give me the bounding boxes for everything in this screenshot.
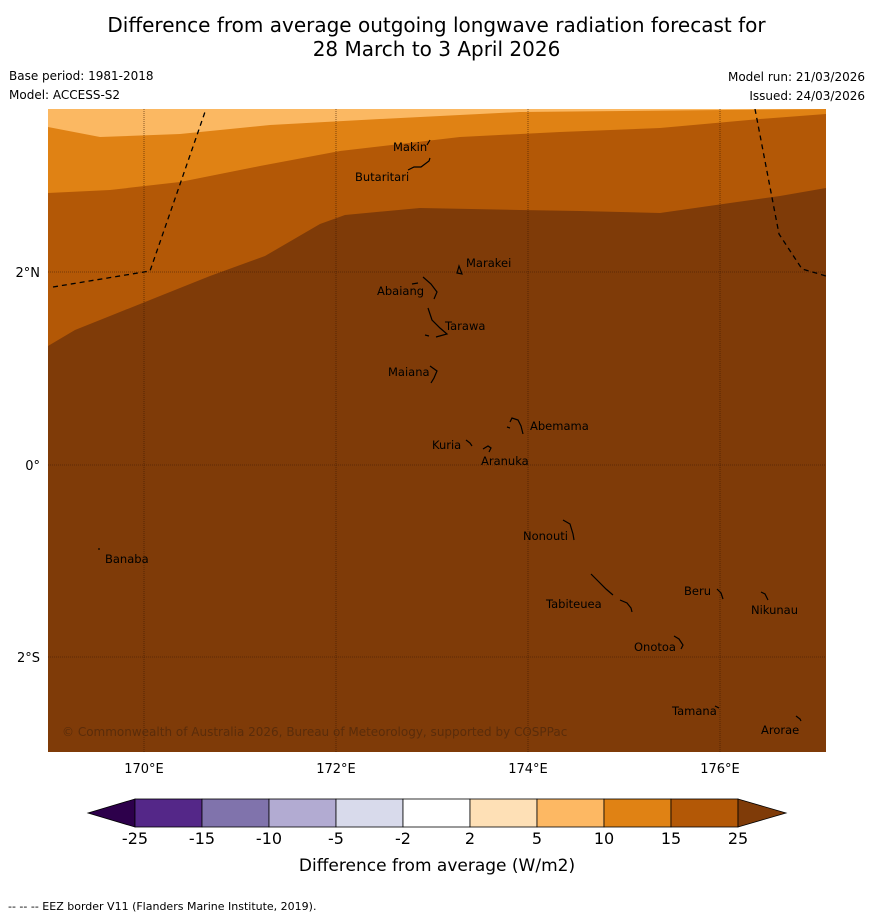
place-label-banaba: Banaba [105, 552, 149, 566]
colorbar-over-extension [737, 798, 788, 828]
lat-label-2n: 2°N [16, 266, 41, 281]
place-label-nikunau: Nikunau [751, 603, 798, 617]
map-title-line2: 28 March to 3 April 2026 [312, 37, 561, 61]
lon-label-176e: 176°E [700, 762, 740, 777]
place-label-onotoa: Onotoa [634, 640, 676, 654]
island-onotoa [673, 635, 684, 650]
island-arorae [795, 715, 802, 722]
issued-date: Issued: 24/03/2026 [749, 89, 865, 103]
colorbar-segment [402, 798, 471, 828]
island-tarawa [424, 307, 449, 338]
colorbar-segment [268, 798, 337, 828]
model-run-date: Model run: 21/03/2026 [727, 70, 865, 84]
base-period: Base period: 1981-2018 [9, 69, 154, 83]
colorbar-segment [335, 798, 404, 828]
colorbar-tick-label: 15 [661, 829, 681, 848]
place-label-abaiang: Abaiang [377, 284, 424, 298]
lon-label-172e: 172°E [316, 762, 356, 777]
place-label-abemama: Abemama [530, 419, 589, 433]
eez-border [52, 109, 826, 288]
lat-label-0: 0° [25, 459, 40, 474]
island-kuria [465, 439, 473, 447]
colorbar-tick-label: 2 [465, 829, 475, 848]
copyright-notice: © Commonwealth of Australia 2026, Bureau… [62, 725, 567, 739]
colorbar-tick-label: -25 [122, 829, 148, 848]
island-nonouti [562, 519, 575, 541]
place-label-tabiteuea: Tabiteuea [545, 597, 602, 611]
colorbar-tick-label: -5 [328, 829, 344, 848]
place-label-maiana: Maiana [388, 365, 430, 379]
colorbar-label: Difference from average (W/m2) [299, 856, 575, 876]
place-label-tarawa: Tarawa [444, 319, 485, 333]
place-label-aranuka: Aranuka [481, 454, 529, 468]
map-panel: Makin Butaritari Marakei Abaiang Tarawa … [48, 109, 826, 752]
island-nikunau [760, 591, 769, 601]
place-label-tamana: Tamana [671, 704, 717, 718]
place-label-makin: Makin [393, 140, 427, 154]
eez-legend-note: -- -- -- EEZ border V11 (Flanders Marine… [8, 900, 317, 913]
island-abaiang [411, 276, 438, 300]
place-label-nonouti: Nonouti [523, 529, 568, 543]
island-makin [426, 139, 431, 146]
place-label-beru: Beru [684, 584, 711, 598]
colorbar-tick-label: 10 [594, 829, 614, 848]
model-name: Model: ACCESS-S2 [9, 88, 121, 102]
island-outlines [98, 139, 802, 722]
island-beru [716, 588, 724, 600]
place-label-marakei: Marakei [466, 256, 511, 270]
map-title-line1: Difference from average outgoing longwav… [107, 13, 766, 37]
colorbar-tick-label: -2 [395, 829, 411, 848]
colorbar-segment [469, 798, 538, 828]
colorbar-segment [201, 798, 270, 828]
island-marakei [456, 264, 463, 275]
colorbar-segment [536, 798, 605, 828]
colorbar-tick-label: -15 [189, 829, 215, 848]
colorbar-tick-label: 5 [532, 829, 542, 848]
place-label-butaritari: Butaritari [355, 170, 409, 184]
graticule [48, 109, 826, 752]
colorbar-under-extension [86, 798, 136, 828]
colorbar-tick-label: 25 [728, 829, 748, 848]
colorbar: -25 -15 -10 -5 -2 2 5 10 15 25 Difference from av… [86, 798, 788, 876]
colorbar-segment [134, 798, 203, 828]
island-tamana [714, 705, 720, 709]
lat-label-2s: 2°S [17, 651, 40, 666]
lon-label-170e: 170°E [124, 762, 164, 777]
island-aranuka [482, 445, 492, 453]
island-abemama [506, 417, 524, 435]
colorbar-tick-label: -10 [256, 829, 282, 848]
place-label-arorae: Arorae [761, 723, 799, 737]
island-butaritari [407, 157, 431, 171]
colorbar-segment [670, 798, 739, 828]
island-maiana [429, 365, 438, 384]
lon-label-174e: 174°E [508, 762, 548, 777]
colorbar-segment [603, 798, 672, 828]
island-tabiteuea [590, 573, 633, 613]
place-label-kuria: Kuria [432, 438, 461, 452]
